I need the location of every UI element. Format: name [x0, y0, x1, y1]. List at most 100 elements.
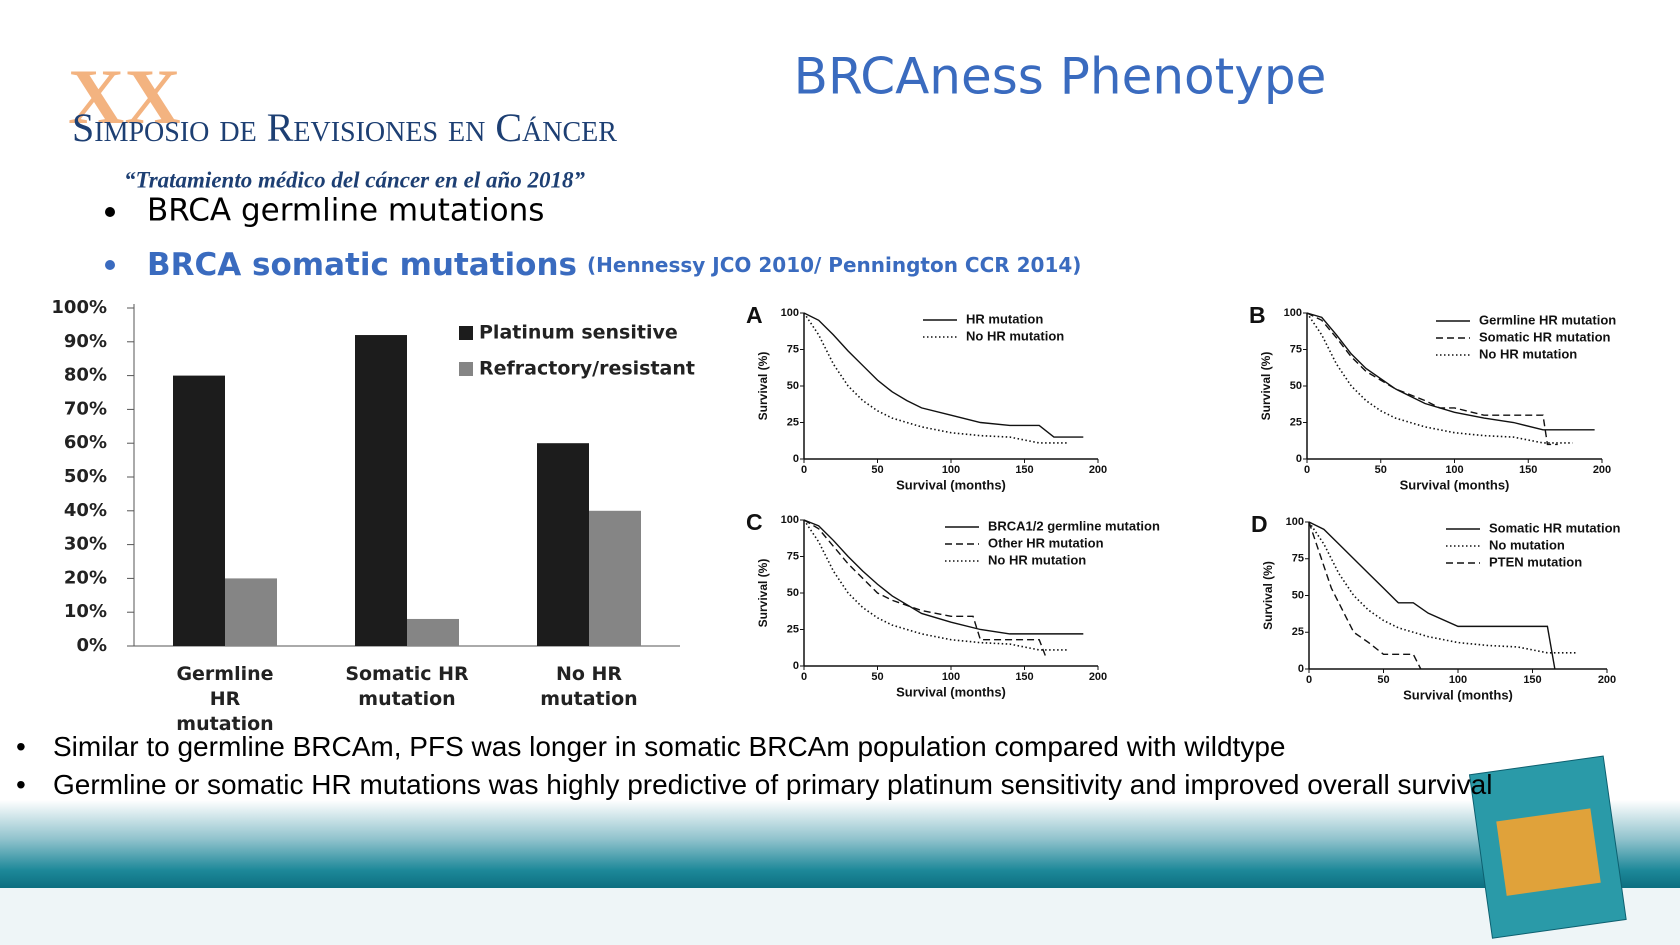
- y-tick-label: 75: [787, 550, 799, 562]
- y-axis-title: Survival (%): [1261, 561, 1275, 630]
- survival-curve: [803, 312, 1084, 438]
- bullet-text: BRCA germline mutations: [147, 193, 544, 229]
- km-panel: A 0 25 50 75 100 0 50 100 150 200 Survival (months)…: [746, 302, 1107, 492]
- x-tick-label: 0: [1306, 674, 1312, 686]
- x-tick-label: 0: [1304, 464, 1310, 476]
- x-axis-title: Survival (months): [896, 684, 1006, 699]
- y-tick-label: 50: [1290, 380, 1302, 392]
- y-tick-label: 50%: [64, 466, 107, 487]
- x-tick-label: 150: [1523, 674, 1541, 686]
- y-tick-label: 75: [1290, 343, 1302, 355]
- legend-label: Platinum sensitive: [479, 322, 678, 344]
- x-tick-label: 200: [1089, 671, 1107, 683]
- legend-label: PTEN mutation: [1489, 554, 1582, 569]
- y-tick-label: 10%: [64, 601, 107, 622]
- legend-label: HR mutation: [966, 311, 1043, 326]
- bar: [355, 335, 407, 646]
- y-axis-title: Survival (%): [1259, 352, 1273, 421]
- survival-curve: [803, 312, 1069, 444]
- legend-label: Germline HR mutation: [1479, 312, 1616, 327]
- survival-curve: [1306, 312, 1573, 444]
- y-tick-label: 90%: [64, 331, 107, 352]
- x-tick-label: 0: [801, 464, 807, 476]
- x-tick-label: 200: [1598, 674, 1616, 686]
- slide-title: BRCAness Phenotype: [794, 48, 1327, 106]
- y-tick-label: 70%: [64, 398, 107, 419]
- x-tick-label: 200: [1089, 464, 1107, 476]
- y-tick-label: 0: [1296, 453, 1302, 465]
- bullet: • Similar to germline BRCAm, PFS was long…: [16, 728, 1616, 766]
- survival-curve: [1308, 521, 1422, 670]
- y-tick-label: 50: [787, 380, 799, 392]
- bar: [407, 618, 459, 646]
- y-tick-label: 25: [787, 416, 799, 428]
- bar: [225, 578, 277, 646]
- y-tick-label: 75: [1292, 553, 1304, 565]
- km-panel: C 0 25 50 75 100 0 50 100 150 200 Survival (months)…: [746, 509, 1160, 699]
- bullet-main: BRCA somatic mutations: [147, 247, 577, 283]
- panel-letter: A: [746, 302, 763, 328]
- bar-chart: 0% 10% 20% 30% 40% 50% 60% 70% 80% 90% 100% Platinu…: [51, 297, 695, 656]
- bullet-dot: •: [16, 769, 26, 800]
- panel-letter: B: [1249, 302, 1266, 328]
- book-cover: [1468, 755, 1627, 939]
- x-tick-label: 150: [1015, 464, 1033, 476]
- bullet: • Germline or somatic HR mutations was hi…: [16, 766, 1616, 804]
- y-tick-label: 100: [781, 514, 799, 526]
- y-tick-label: 25: [1292, 626, 1304, 638]
- legend-label: Refractory/resistant: [479, 358, 695, 380]
- y-tick-label: 0: [1298, 663, 1304, 675]
- x-tick-label: 150: [1519, 464, 1537, 476]
- x-tick-label: 100: [1449, 674, 1467, 686]
- y-tick-label: 0: [793, 660, 799, 672]
- survival-curve: [1308, 521, 1578, 654]
- bullet-dot: [105, 260, 115, 270]
- bullet-text: BRCA somatic mutations (Hennessy JCO 2010…: [147, 247, 1081, 283]
- bullet-dot: [105, 207, 115, 217]
- x-tick-label: 150: [1015, 671, 1033, 683]
- y-tick-label: 100: [781, 307, 799, 319]
- survival-curve: [1306, 312, 1558, 446]
- km-panel: D 0 25 50 75 100 0 50 100 150 200 Survival (months)…: [1251, 511, 1621, 702]
- bar: [589, 510, 641, 646]
- x-axis-title: Survival (months): [1400, 477, 1510, 492]
- legend-label: No HR mutation: [1479, 346, 1577, 361]
- bar: [537, 443, 589, 646]
- bullet-text: Similar to germline BRCAm, PFS was longe…: [53, 731, 1286, 762]
- x-tick-label: 50: [871, 464, 883, 476]
- y-tick-label: 20%: [64, 567, 107, 588]
- y-tick-label: 100: [1284, 307, 1302, 319]
- y-tick-label: 50: [1292, 589, 1304, 601]
- km-panel: B 0 25 50 75 100 0 50 100 150 200 Survival (months)…: [1249, 302, 1616, 492]
- bottom-bullets: • Similar to germline BRCAm, PFS was long…: [16, 728, 1616, 804]
- bullet-reference: (Hennessy JCO 2010/ Pennington CCR 2014): [587, 253, 1081, 277]
- legend-label: No HR mutation: [966, 328, 1064, 343]
- x-tick-label: 100: [1445, 464, 1463, 476]
- survival-curve: [803, 519, 1069, 651]
- y-tick-label: 60%: [64, 432, 107, 453]
- y-axis-title: Survival (%): [756, 352, 770, 421]
- logo-tagline: “Tratamiento médico del cáncer en el año…: [124, 167, 586, 192]
- survival-curve: [803, 519, 1048, 659]
- x-tick-label: 0: [801, 671, 807, 683]
- legend-label: Somatic HR mutation: [1489, 520, 1621, 535]
- y-axis-title: Survival (%): [756, 559, 770, 628]
- logo-numeral: XX: [68, 53, 181, 140]
- y-tick-label: 50: [787, 587, 799, 599]
- footer-band: [0, 800, 1680, 888]
- x-tick-label: 50: [1377, 674, 1389, 686]
- x-axis-title: Survival (months): [896, 477, 1006, 492]
- y-tick-label: 25: [1290, 416, 1302, 428]
- y-tick-label: 30%: [64, 534, 107, 555]
- bullet-text: Germline or somatic HR mutations was hig…: [53, 769, 1493, 800]
- y-tick-label: 100%: [51, 297, 107, 318]
- panel-letter: D: [1251, 511, 1268, 537]
- y-tick-label: 40%: [64, 500, 107, 521]
- y-tick-label: 75: [787, 343, 799, 355]
- survival-curve: [1308, 521, 1556, 670]
- x-tick-label: 50: [1375, 464, 1387, 476]
- legend-label: No mutation: [1489, 537, 1565, 552]
- x-tick-label: Somatic HR mutation: [345, 663, 469, 710]
